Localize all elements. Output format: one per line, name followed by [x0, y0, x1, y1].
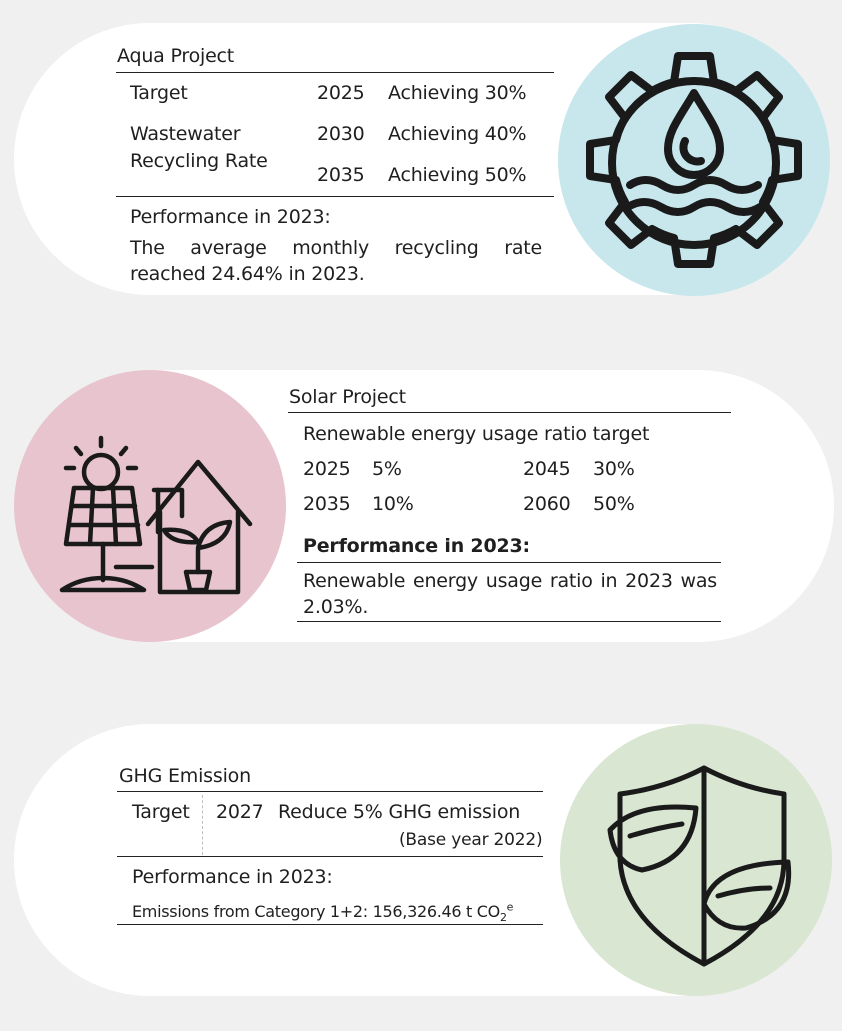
solar-title: Solar Project: [289, 386, 406, 408]
ghg-target-goal: Reduce 5% GHG emission: [278, 801, 521, 823]
aqua-row-year: 2030: [317, 123, 365, 145]
solar-target-year: 2025: [303, 458, 351, 480]
solar-target-year: 2060: [523, 493, 571, 515]
solar-performance-divider: [297, 562, 721, 563]
aqua-row-goal: Achieving 40%: [388, 123, 527, 145]
aqua-metric-label-1: Wastewater: [130, 123, 241, 145]
aqua-title: Aqua Project: [117, 45, 235, 67]
ghg-emissions-sub: 2: [499, 911, 507, 925]
solar-target-year: 2035: [303, 493, 351, 515]
ghg-target-label: Target: [132, 801, 190, 823]
aqua-row-year: 2025: [317, 82, 365, 104]
solar-target-value: 30%: [593, 458, 635, 480]
aqua-row-goal: Achieving 50%: [388, 164, 527, 186]
aqua-table-divider: [116, 196, 554, 197]
ghg-target-year: 2027: [216, 801, 264, 823]
ghg-title: GHG Emission: [119, 765, 251, 787]
ghg-base-year: (Base year 2022): [399, 830, 543, 850]
solar-performance-heading: Performance in 2023:: [303, 535, 530, 557]
ghg-title-divider: [117, 791, 543, 792]
solar-performance-text: Renewable energy usage ratio in 2023 was…: [303, 570, 717, 618]
ghg-bottom-divider: [117, 924, 543, 925]
ghg-emissions-main: Emissions from Category 1+2: 156,326.46 …: [132, 902, 500, 921]
aqua-metric-label-2: Recycling Rate: [130, 150, 268, 172]
ghg-emissions-text: Emissions from Category 1+2: 156,326.46 …: [132, 900, 513, 924]
aqua-performance-heading: Performance in 2023:: [130, 206, 331, 228]
solar-target-value: 50%: [593, 493, 635, 515]
solar-icon-circle: [14, 370, 286, 642]
solar-subtitle: Renewable energy usage ratio target: [303, 423, 650, 445]
leaf-shield-icon: [607, 765, 792, 967]
solar-target-value: 10%: [372, 493, 414, 515]
ghg-column-divider: [202, 795, 203, 855]
ghg-performance-heading: Performance in 2023:: [132, 866, 333, 888]
gear-water-drop-icon: [586, 52, 802, 268]
solar-target-year: 2045: [523, 458, 571, 480]
aqua-title-divider: [116, 72, 554, 73]
aqua-row-goal: Achieving 30%: [388, 82, 527, 104]
solar-bottom-divider: [297, 621, 721, 622]
ghg-table-divider: [117, 856, 543, 857]
solar-title-divider: [288, 412, 731, 413]
aqua-row-year: 2035: [317, 164, 365, 186]
ghg-emissions-sup: e: [506, 900, 514, 914]
aqua-performance-text: The average monthly recycling rate reach…: [130, 237, 542, 285]
aqua-target-label: Target: [130, 82, 188, 104]
solar-target-value: 5%: [372, 458, 402, 480]
solar-panel-house-icon: [59, 435, 253, 595]
